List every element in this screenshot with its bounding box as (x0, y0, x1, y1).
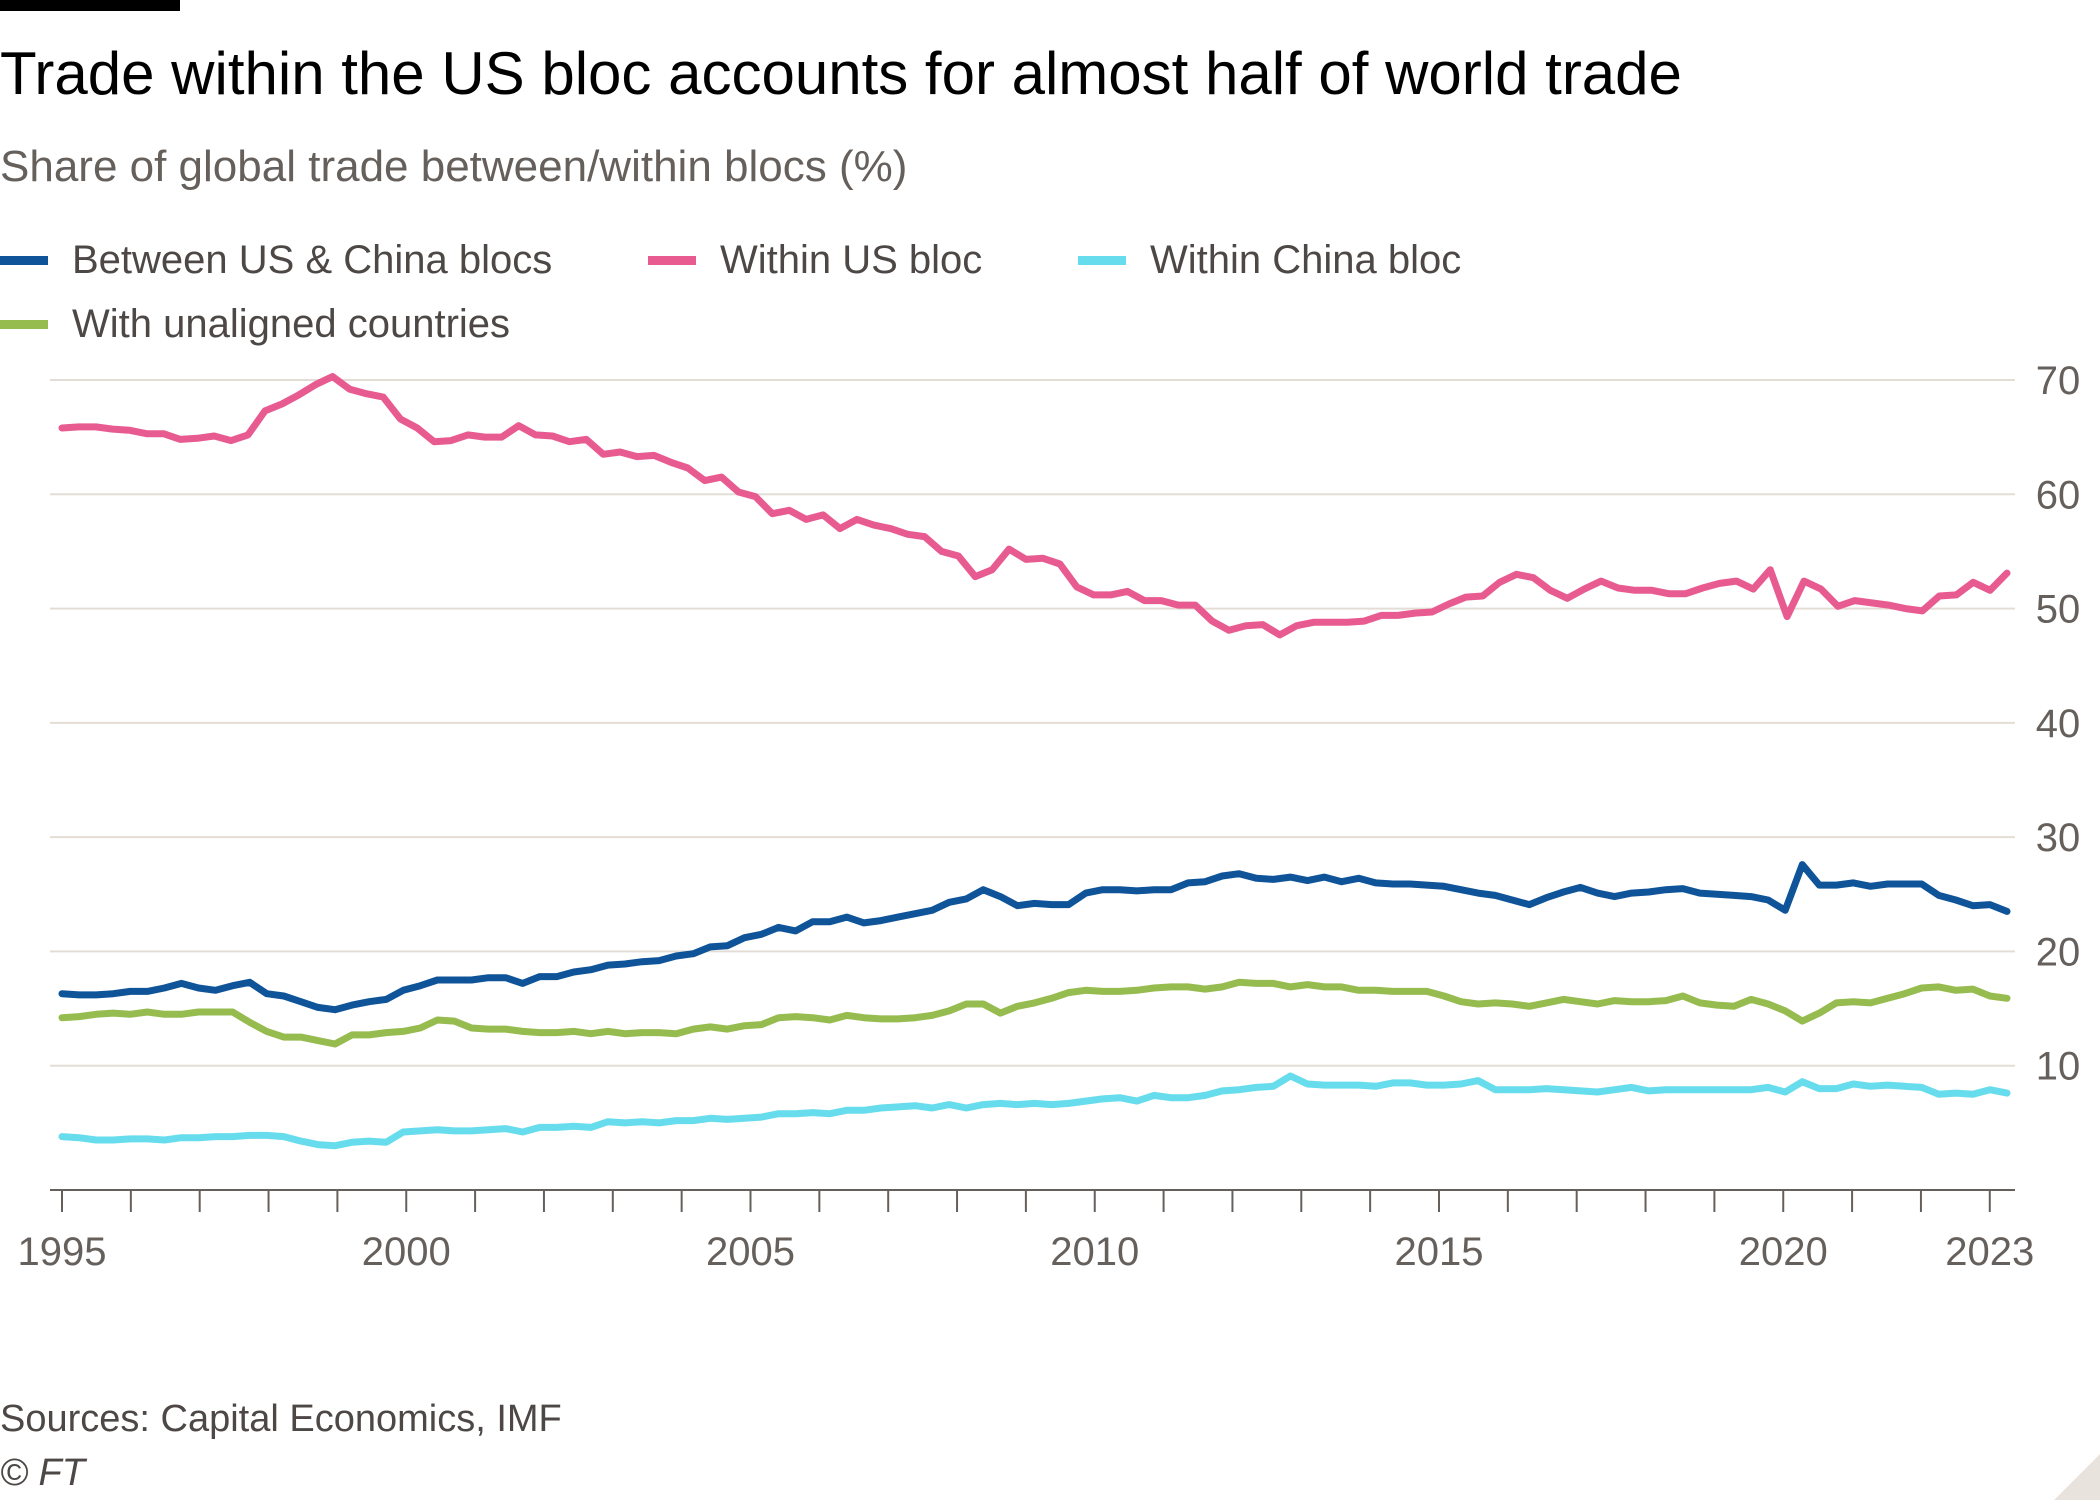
x-tick-label: 2005 (706, 1230, 795, 1274)
legend-swatch-between-us-china (0, 255, 48, 265)
corner-fold (2054, 1454, 2100, 1500)
y-tick-label: 70 (2036, 359, 2081, 403)
legend-item-within-us: Within US bloc (648, 232, 982, 288)
series-line-with-unaligned-countries (58, 978, 2011, 1048)
copyright-note: © FT (0, 1452, 85, 1494)
legend-swatch-within-china (1078, 255, 1126, 265)
x-tick-label: 2000 (362, 1230, 451, 1274)
series-line-between-us-china-blocs (58, 861, 2011, 1014)
y-tick-label: 40 (2036, 702, 2081, 746)
y-tick-label: 50 (2036, 588, 2081, 632)
x-tick-label: 2023 (1945, 1230, 2034, 1274)
legend-item-within-china: Within China bloc (1078, 232, 1461, 288)
x-tick-label: 2010 (1050, 1230, 1139, 1274)
x-axis: 1995 2000 2005 2010 2015 2020 2023 (18, 1189, 2034, 1274)
top-accent-bar (0, 0, 180, 11)
legend: Between US & China blocs Within US bloc … (0, 232, 2000, 352)
gridlines (50, 379, 2015, 1067)
legend-item-between-us-china: Between US & China blocs (0, 232, 552, 288)
legend-swatch-unaligned (0, 319, 48, 329)
y-axis: 10 20 30 40 50 60 70 (2036, 359, 2081, 1089)
y-tick-label: 10 (2036, 1045, 2081, 1089)
x-tick-label: 1995 (18, 1230, 107, 1274)
x-tick-label: 2015 (1394, 1230, 1483, 1274)
legend-label: With unaligned countries (72, 301, 511, 346)
series-line-within-us-bloc (58, 373, 2011, 639)
y-tick-label: 60 (2036, 473, 2081, 517)
x-tick-label: 2020 (1739, 1230, 1828, 1274)
y-tick-label: 30 (2036, 816, 2081, 860)
legend-item-unaligned: With unaligned countries (0, 296, 510, 352)
series-lines (58, 373, 2011, 1150)
legend-label: Between US & China blocs (72, 237, 553, 282)
y-tick-label: 20 (2036, 930, 2081, 974)
legend-label: Within China bloc (1150, 237, 1462, 282)
chart-title: Trade within the US bloc accounts for al… (0, 40, 1682, 107)
legend-swatch-within-us (648, 255, 696, 265)
sources-note: Sources: Capital Economics, IMF (0, 1398, 562, 1440)
series-line-within-china-bloc (58, 1072, 2011, 1150)
chart-subtitle: Share of global trade between/within blo… (0, 142, 908, 191)
line-chart: 1995 2000 2005 2010 2015 2020 2023 10 20 30 40 50 6… (18, 359, 2081, 1274)
legend-label: Within US bloc (720, 237, 983, 282)
